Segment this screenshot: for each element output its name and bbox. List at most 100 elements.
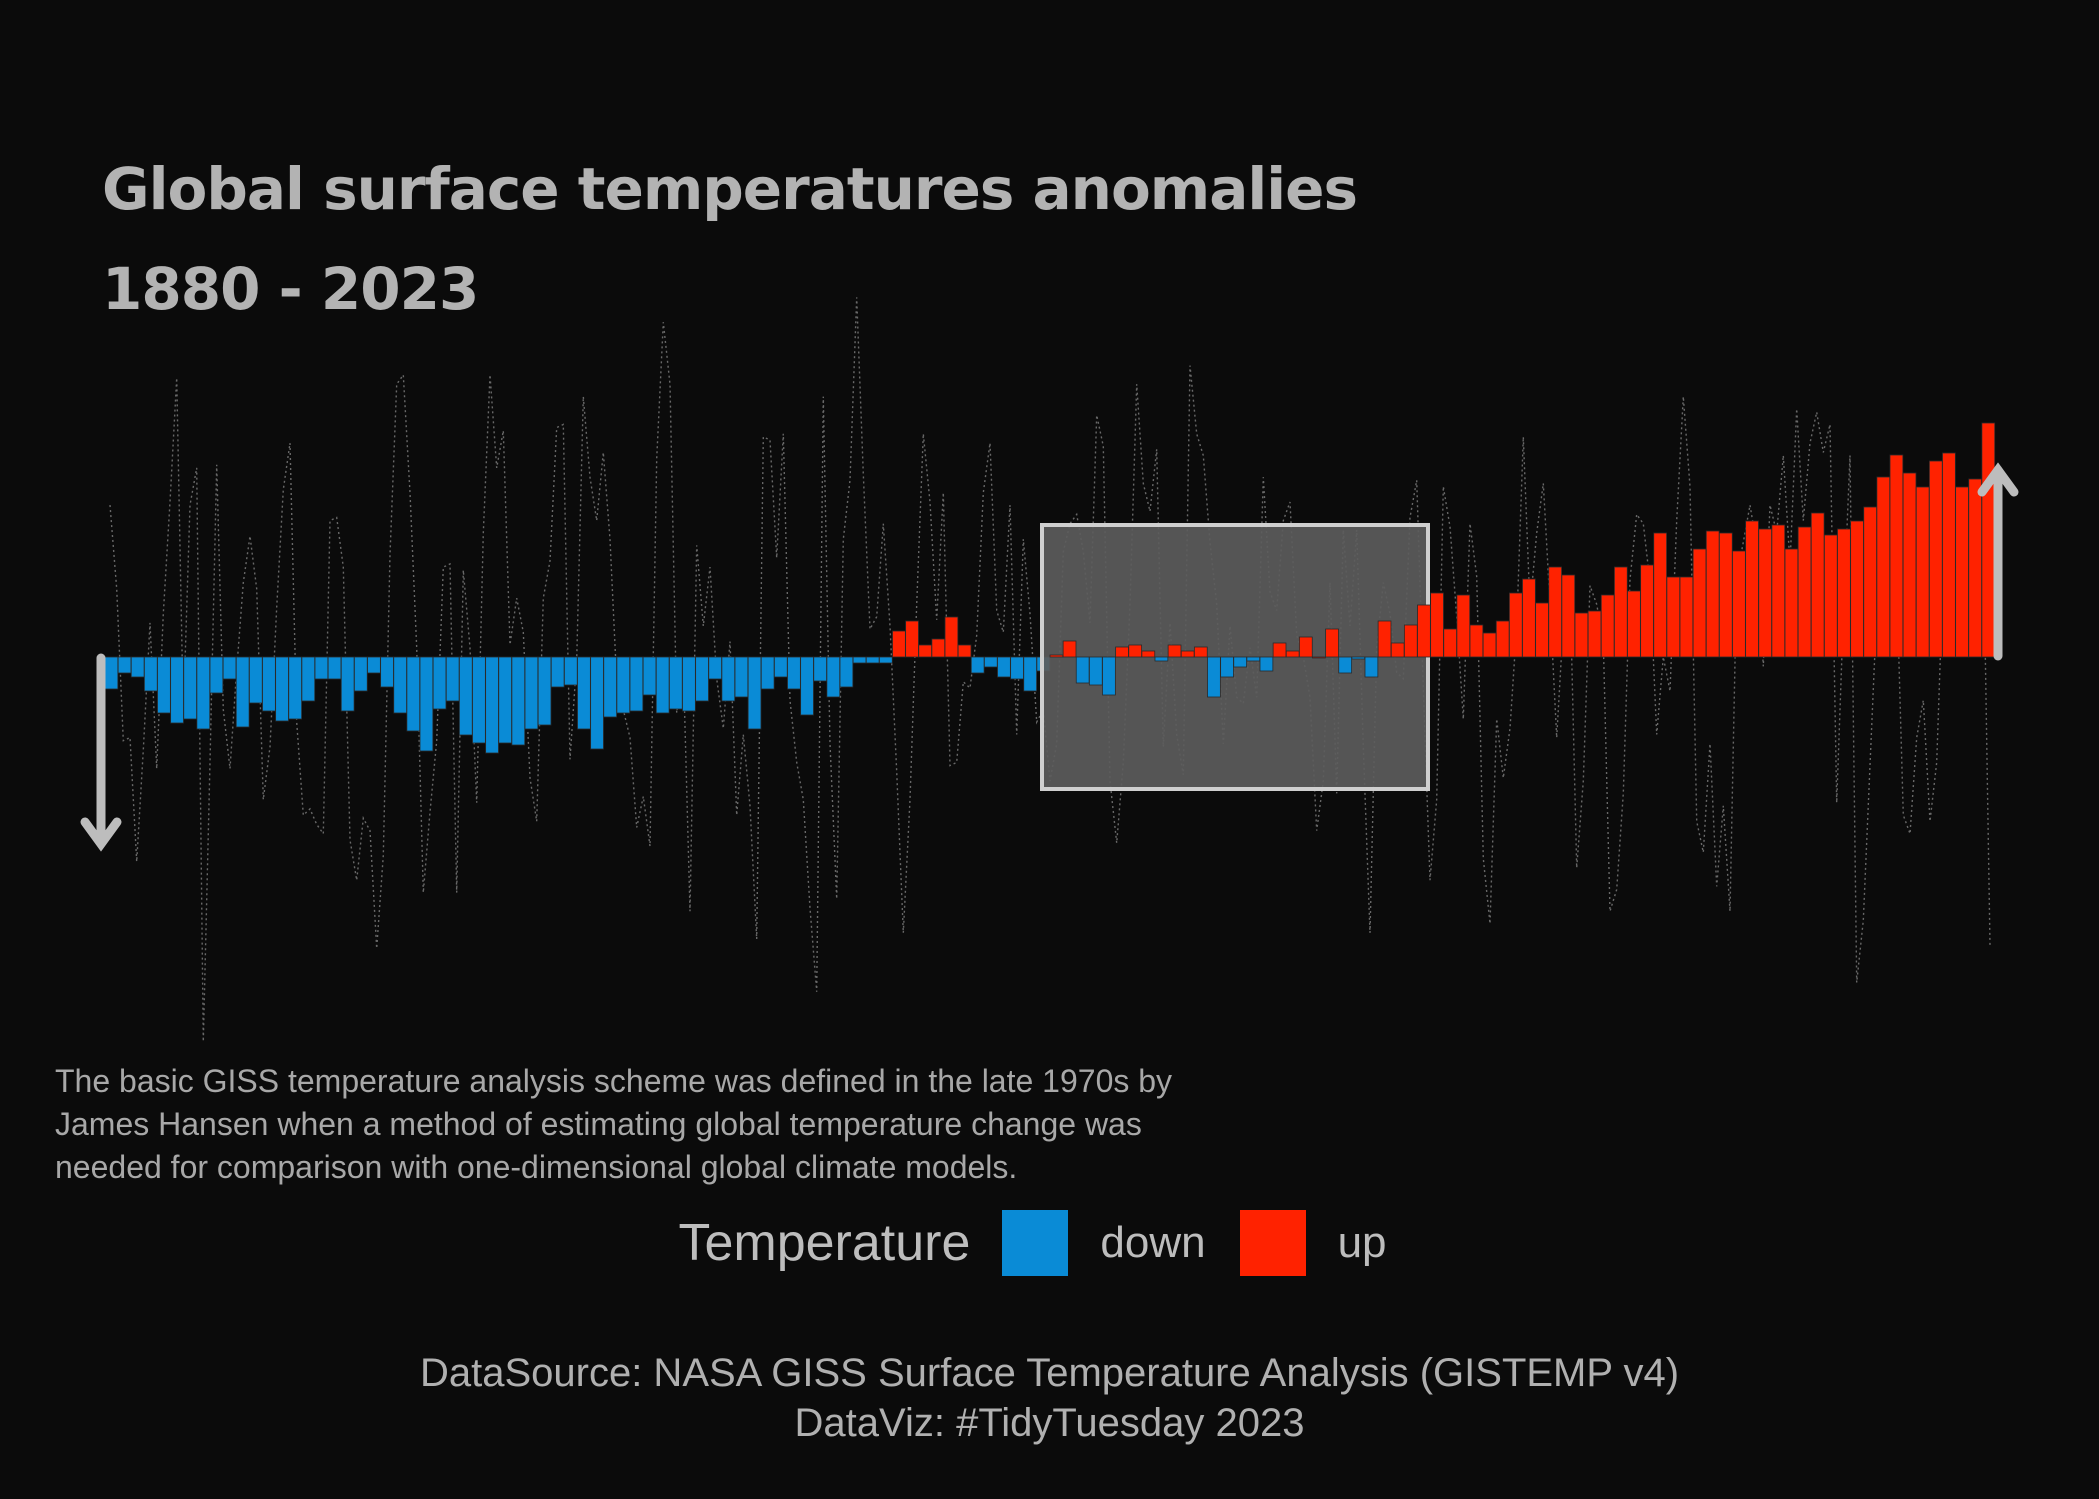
bar-1966 [1233, 656, 1248, 668]
bar-1986 [1495, 620, 1510, 658]
bar-1994 [1600, 594, 1615, 658]
bar-2006 [1758, 528, 1773, 658]
bar-1978 [1390, 642, 1405, 658]
bar-1890 [235, 656, 250, 728]
bar-1932 [787, 656, 801, 690]
bar-1905 [432, 656, 447, 710]
bar-1960 [1154, 656, 1169, 662]
bar-2000 [1679, 576, 1694, 658]
bar-1959 [1141, 650, 1156, 658]
bar-1907 [458, 656, 473, 736]
bar-1901 [380, 656, 394, 688]
bar-1893 [275, 656, 289, 722]
bar-1911 [511, 656, 526, 746]
bar-2003 [1718, 532, 1733, 658]
highlighted-bars [1049, 604, 1431, 698]
chart-subtitle: 1880 - 2023 [102, 255, 479, 323]
bar-1954 [1075, 656, 1090, 684]
bar-1941 [905, 620, 919, 658]
bar-1975 [1351, 656, 1366, 660]
bar-1962 [1180, 650, 1195, 658]
bar-1920 [629, 656, 644, 712]
bar-1947 [983, 656, 998, 668]
bar-2022 [1968, 478, 1983, 658]
bar-1989 [1535, 602, 1549, 658]
bar-1992 [1574, 612, 1589, 658]
bar-1881 [117, 656, 132, 674]
bar-1918 [603, 656, 618, 718]
bar-1953 [1062, 640, 1077, 658]
bar-1882 [130, 656, 145, 678]
bar-1896 [314, 656, 329, 680]
bar-1899 [353, 656, 368, 692]
bar-1908 [472, 656, 486, 744]
legend-swatch-down [1002, 1210, 1069, 1276]
bar-2004 [1732, 550, 1746, 658]
bar-1957 [1115, 646, 1129, 658]
caption-source: DataSource: NASA GISS Surface Temperatur… [419, 1351, 1680, 1395]
chart-title: Global surface temperatures anomalies [102, 155, 1358, 223]
bar-1996 [1627, 590, 1641, 658]
legend-label-down: down [1100, 1218, 1206, 1267]
bar-2017 [1902, 472, 1917, 658]
bar-1991 [1561, 574, 1576, 658]
bar-1974 [1338, 656, 1353, 674]
bar-1988 [1522, 578, 1536, 658]
bar-1973 [1325, 628, 1339, 658]
bar-1968 [1259, 656, 1274, 672]
bar-1944 [944, 616, 959, 658]
bar-1933 [800, 656, 814, 716]
bar-2021 [1955, 486, 1969, 658]
bar-1997 [1640, 564, 1654, 658]
bar-1886 [183, 656, 198, 720]
bar-2001 [1692, 548, 1707, 658]
legend-label-up: up [1337, 1218, 1387, 1267]
bar-2019 [1928, 460, 1943, 658]
bar-1995 [1613, 566, 1628, 658]
bar-2002 [1705, 530, 1720, 658]
bar-1885 [170, 656, 184, 724]
bar-1940 [892, 630, 906, 658]
bar-1889 [222, 656, 237, 680]
bar-1961 [1167, 644, 1182, 658]
bar-1987 [1508, 592, 1523, 658]
bar-1979 [1403, 624, 1418, 658]
bar-1892 [262, 656, 276, 712]
bar-2009 [1797, 526, 1812, 658]
bar-1921 [642, 656, 657, 696]
arrow-up-icon [1977, 462, 2019, 661]
bar-1904 [419, 656, 434, 752]
bar-1952 [1049, 654, 1064, 658]
bar-1972 [1312, 656, 1326, 659]
bar-1897 [327, 656, 342, 680]
bar-1967 [1246, 656, 1261, 662]
bar-1946 [970, 656, 985, 674]
bar-1993 [1587, 610, 1602, 658]
bar-1939 [878, 656, 893, 664]
bar-1948 [997, 656, 1011, 678]
bar-1984 [1469, 624, 1484, 658]
bar-2010 [1810, 512, 1825, 658]
description-note: The basic GISS temperature analysis sche… [55, 1063, 1173, 1185]
bar-1982 [1443, 628, 1458, 658]
bar-1943 [931, 638, 946, 658]
bar-1909 [485, 656, 499, 754]
bar-1919 [616, 656, 631, 714]
caption-credit: DataViz: #TidyTuesday 2023 [794, 1401, 1305, 1445]
bar-1985 [1482, 632, 1497, 658]
bar-1990 [1548, 566, 1563, 658]
legend-title: Temperature [678, 1214, 971, 1272]
bar-1931 [773, 656, 788, 678]
bar-1929 [747, 656, 762, 730]
bar-1884 [157, 656, 171, 714]
caption: DataSource: NASA GISS Surface Temperatur… [0, 1348, 2099, 1448]
bar-1942 [918, 644, 933, 658]
bar-2007 [1771, 524, 1786, 658]
bar-1895 [301, 656, 316, 702]
bar-2015 [1876, 476, 1891, 658]
bar-1956 [1102, 656, 1116, 696]
bar-1903 [406, 656, 421, 732]
bar-2005 [1745, 520, 1759, 658]
bar-1970 [1285, 650, 1300, 658]
